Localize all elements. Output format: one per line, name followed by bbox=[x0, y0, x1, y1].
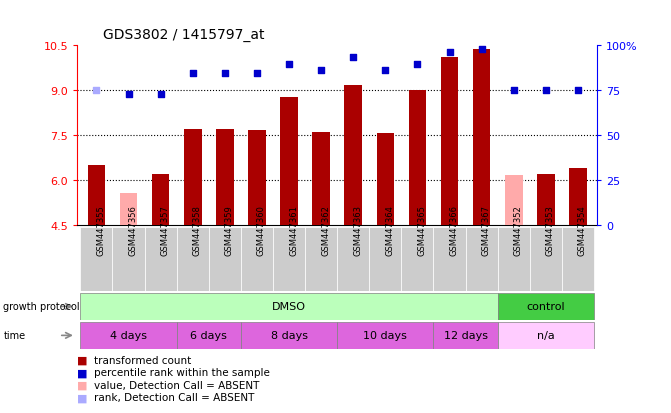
Bar bbox=[88, 165, 105, 225]
Bar bbox=[144, 227, 176, 291]
Bar bbox=[473, 50, 491, 225]
Text: GSM447365: GSM447365 bbox=[417, 205, 427, 256]
Bar bbox=[152, 174, 170, 225]
Point bbox=[123, 92, 134, 98]
Bar bbox=[433, 227, 466, 291]
Text: GSM447356: GSM447356 bbox=[129, 205, 138, 256]
Bar bbox=[216, 129, 234, 225]
Bar bbox=[81, 322, 176, 349]
Point bbox=[219, 71, 230, 77]
Bar bbox=[81, 293, 498, 320]
Text: ■: ■ bbox=[77, 368, 88, 377]
Text: percentile rank within the sample: percentile rank within the sample bbox=[94, 368, 270, 377]
Text: time: time bbox=[3, 330, 25, 341]
Point bbox=[316, 68, 327, 74]
Bar bbox=[280, 98, 298, 225]
Point bbox=[252, 71, 262, 77]
Text: GSM447361: GSM447361 bbox=[289, 205, 298, 256]
Text: 8 days: 8 days bbox=[270, 330, 307, 341]
Text: 4 days: 4 days bbox=[110, 330, 147, 341]
Text: growth protocol: growth protocol bbox=[3, 301, 80, 312]
Bar bbox=[248, 131, 266, 225]
Bar bbox=[305, 227, 338, 291]
Text: 6 days: 6 days bbox=[191, 330, 227, 341]
Text: GSM447366: GSM447366 bbox=[450, 205, 458, 256]
Bar bbox=[273, 227, 305, 291]
Point bbox=[187, 71, 198, 77]
Bar bbox=[530, 227, 562, 291]
Point bbox=[540, 87, 551, 94]
Bar bbox=[338, 227, 369, 291]
Text: GSM447353: GSM447353 bbox=[546, 205, 555, 256]
Bar bbox=[433, 322, 498, 349]
Text: GDS3802 / 1415797_at: GDS3802 / 1415797_at bbox=[103, 28, 264, 42]
Bar bbox=[505, 176, 523, 225]
Bar bbox=[184, 129, 201, 225]
Bar bbox=[401, 227, 433, 291]
Text: GSM447357: GSM447357 bbox=[160, 205, 170, 256]
Text: GSM447359: GSM447359 bbox=[225, 205, 234, 256]
Text: GSM447360: GSM447360 bbox=[257, 205, 266, 256]
Bar bbox=[119, 194, 138, 225]
Bar bbox=[241, 227, 273, 291]
Text: ■: ■ bbox=[77, 355, 88, 365]
Text: rank, Detection Call = ABSENT: rank, Detection Call = ABSENT bbox=[94, 392, 254, 402]
Point bbox=[444, 50, 455, 56]
Bar bbox=[344, 86, 362, 225]
Text: DMSO: DMSO bbox=[272, 301, 306, 312]
Text: ■: ■ bbox=[77, 380, 88, 390]
Text: GSM447362: GSM447362 bbox=[321, 205, 330, 256]
Point bbox=[155, 92, 166, 98]
Point bbox=[412, 62, 423, 68]
Bar bbox=[409, 90, 426, 225]
Text: transformed count: transformed count bbox=[94, 355, 191, 365]
Text: 10 days: 10 days bbox=[364, 330, 407, 341]
Bar bbox=[441, 57, 458, 225]
Text: value, Detection Call = ABSENT: value, Detection Call = ABSENT bbox=[94, 380, 259, 390]
Bar bbox=[338, 322, 433, 349]
Bar bbox=[241, 322, 338, 349]
Bar bbox=[498, 322, 594, 349]
Bar bbox=[176, 322, 241, 349]
Bar bbox=[562, 227, 594, 291]
Bar bbox=[113, 227, 144, 291]
Point bbox=[284, 62, 295, 68]
Bar bbox=[376, 134, 394, 225]
Point bbox=[348, 54, 358, 61]
Text: GSM447358: GSM447358 bbox=[193, 205, 202, 256]
Bar bbox=[176, 227, 209, 291]
Text: GSM447355: GSM447355 bbox=[97, 205, 105, 256]
Text: GSM447363: GSM447363 bbox=[353, 205, 362, 256]
Bar bbox=[498, 227, 530, 291]
Text: control: control bbox=[527, 301, 565, 312]
Text: 12 days: 12 days bbox=[444, 330, 488, 341]
Point bbox=[476, 47, 487, 53]
Point bbox=[509, 87, 519, 94]
Bar bbox=[312, 132, 330, 225]
Point bbox=[91, 87, 102, 94]
Bar bbox=[209, 227, 241, 291]
Text: GSM447364: GSM447364 bbox=[385, 205, 395, 256]
Text: GSM447352: GSM447352 bbox=[514, 205, 523, 256]
Bar bbox=[569, 168, 586, 225]
Point bbox=[572, 87, 583, 94]
Text: n/a: n/a bbox=[537, 330, 555, 341]
Bar bbox=[369, 227, 401, 291]
Bar bbox=[498, 293, 594, 320]
Bar bbox=[537, 174, 555, 225]
Text: GSM447367: GSM447367 bbox=[482, 205, 491, 256]
Text: GSM447354: GSM447354 bbox=[578, 205, 587, 256]
Text: ■: ■ bbox=[77, 392, 88, 402]
Point bbox=[380, 68, 391, 74]
Bar bbox=[466, 227, 498, 291]
Bar bbox=[81, 227, 113, 291]
